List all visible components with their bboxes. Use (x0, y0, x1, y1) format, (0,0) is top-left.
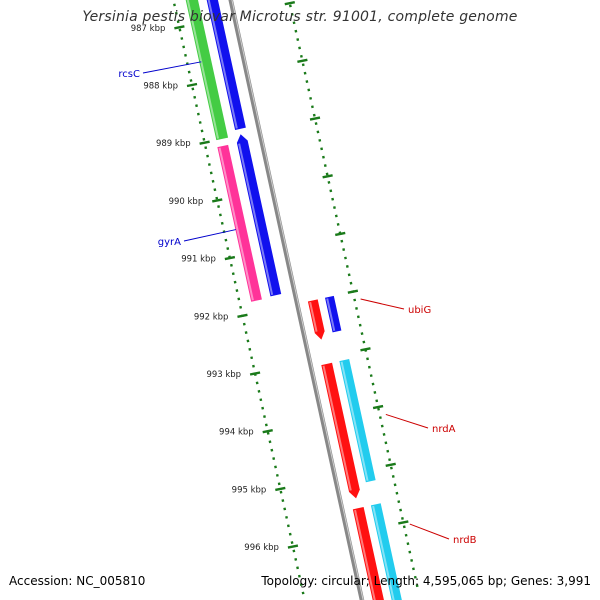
map-title: Yersinia pestis biovar Microtus str. 910… (82, 9, 518, 25)
gene-rcsC-bar (185, 0, 229, 141)
gene-nrdA-leader (385, 413, 429, 429)
tick-label: 988 kbp (143, 82, 178, 92)
tick-label: 990 kbp (169, 197, 204, 207)
major-tick (385, 462, 396, 467)
major-tick (199, 140, 210, 145)
tick-line-right (287, 0, 420, 592)
major-tick (211, 198, 223, 203)
tick-label: 992 kbp (194, 312, 229, 322)
tick-label: 994 kbp (219, 428, 254, 438)
gene-rcsC-label: rcsC (118, 69, 140, 80)
gene-nrdA-bar-shine (322, 365, 352, 491)
gene-ubiG-leader (360, 298, 405, 310)
major-tick (249, 371, 261, 376)
gene-ubiG-bar-shine (309, 302, 318, 332)
gene-blue-mid-bar (236, 134, 282, 297)
gene-blue-mid-bar-shine (238, 143, 274, 296)
major-tick (224, 255, 236, 261)
gene-nrdB-leader (409, 523, 450, 540)
major-tick (262, 429, 273, 434)
major-tick (174, 25, 185, 30)
gene-nrdA-label: nrdA (432, 424, 456, 435)
gene-cyan-nrdB-bar-shine (372, 505, 395, 600)
gene-rcsC-bar-shine (186, 0, 220, 139)
gene-nrdA-bar (321, 362, 360, 499)
gene-blue-upper-bar (206, 0, 246, 130)
gene-cyan-nrdA-bar-shine (340, 361, 369, 481)
gene-ubiG-bar (307, 299, 325, 340)
major-tick (237, 313, 248, 318)
gene-cyan-nrdB-bar (370, 503, 402, 600)
major-tick (309, 116, 321, 121)
major-tick (335, 231, 346, 237)
tick-label: 989 kbp (156, 139, 191, 149)
backbone-line (228, 0, 365, 600)
gene-gyrA-bar (217, 144, 262, 302)
tick-line-left (172, 0, 306, 600)
genome-summary-text: Topology: circular; Length: 4,595,065 bp… (261, 574, 591, 588)
gene-rcsC-leader (142, 61, 202, 74)
gene-nrdB-bar (352, 506, 384, 600)
tick-label: 993 kbp (206, 370, 241, 380)
major-tick (287, 544, 299, 549)
major-tick (297, 58, 308, 64)
major-tick (398, 520, 409, 525)
tick-label: 996 kbp (244, 543, 279, 553)
gene-gyrA-label: gyrA (158, 237, 181, 248)
major-tick (372, 404, 384, 410)
major-tick (284, 0, 296, 6)
gene-cyan-nrdA-bar (339, 358, 376, 483)
tick-label: 995 kbp (232, 485, 267, 495)
major-tick (275, 486, 286, 492)
accession-text: Accession: NC_005810 (9, 574, 146, 588)
major-tick (347, 289, 359, 294)
gene-blue-upper-bar-shine (207, 0, 238, 129)
major-tick (360, 347, 371, 352)
gene-nrdB-label: nrdB (453, 535, 477, 546)
gene-ubiG-label: ubiG (408, 305, 431, 316)
gene-blue-small-bar-shine (326, 298, 336, 332)
gene-blue-small-bar (325, 295, 342, 333)
tick-label: 991 kbp (181, 255, 216, 265)
gene-nrdB-bar-shine (354, 509, 376, 600)
backbone-highlight (231, 0, 364, 600)
major-tick (322, 174, 333, 179)
gene-gyrA-leader (183, 229, 237, 242)
gene-gyrA-bar-shine (218, 147, 254, 301)
major-tick (186, 82, 198, 88)
tick-label: 987 kbp (131, 24, 166, 34)
